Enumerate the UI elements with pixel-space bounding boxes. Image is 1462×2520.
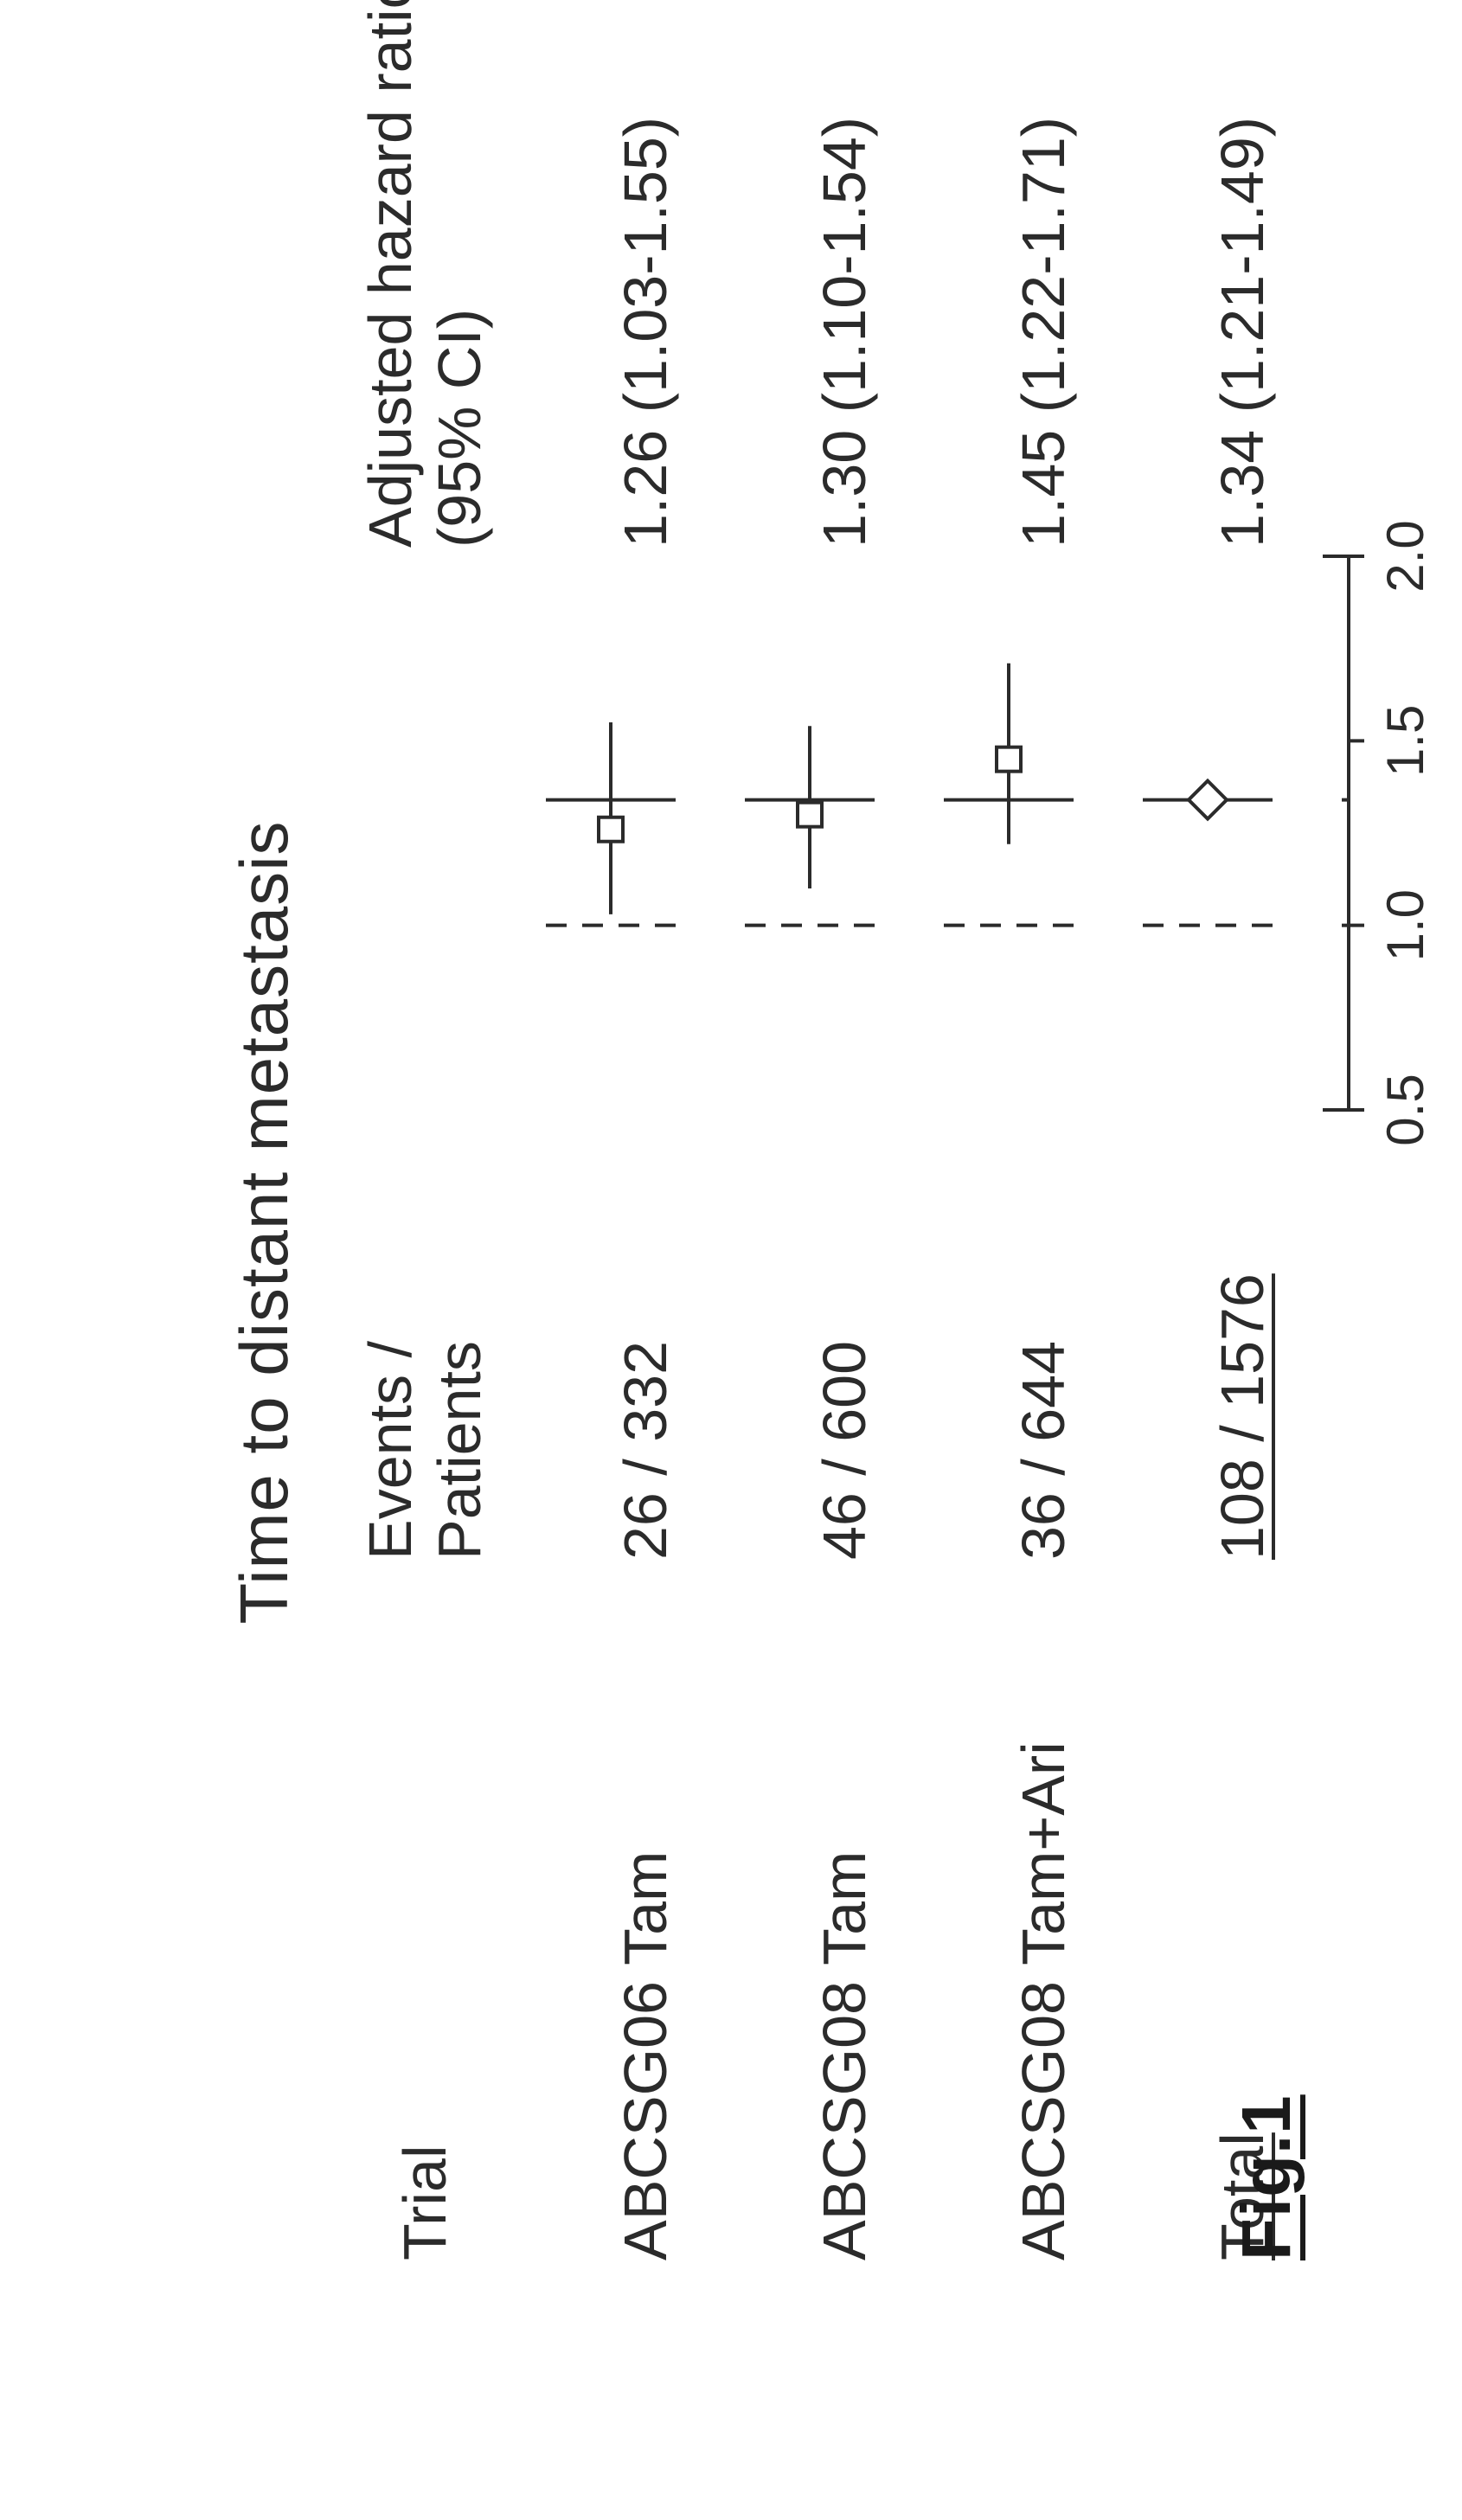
total-events: 108 / 1576 <box>1173 1110 1311 1568</box>
trial-hr: 1.26 (1.03-1.55) <box>576 0 715 556</box>
col-events-header: Events / Patients <box>356 1110 546 1568</box>
trial-hr: 1.45 (1.22-1.71) <box>974 0 1113 556</box>
figure-label: Fig.1 <box>1227 2094 1306 2260</box>
header-row: Trial Events / Patients Adjusted hazard … <box>356 184 546 2260</box>
forest-row-svg <box>745 556 875 1110</box>
forest-plot-figure: Time to distant metastasis Trial Events … <box>225 184 1462 2260</box>
page: Time to distant metastasis Trial Events … <box>0 0 1462 2520</box>
axis-tick-label: 1.0 <box>1376 889 1434 961</box>
point-square <box>599 818 623 842</box>
trial-events: 36 / 644 <box>974 1110 1113 1568</box>
data-rows: ABCSG06 Tam26 / 3321.26 (1.03-1.55)ABCSG… <box>546 184 1342 2260</box>
trial-events: 46 / 600 <box>775 1110 914 1568</box>
total-hr: 1.34 (1.21-1.49) <box>1173 0 1311 556</box>
point-square <box>798 803 822 827</box>
axis-tick-label: 0.5 <box>1376 1074 1434 1145</box>
trial-label: ABCSG06 Tam <box>576 1568 715 2260</box>
forest-row-svg <box>546 556 676 1110</box>
trial-row: ABCSG06 Tam26 / 3321.26 (1.03-1.55) <box>546 184 745 2260</box>
axis-tick-label: 2.0 <box>1376 520 1434 592</box>
point-square <box>997 747 1021 772</box>
forest-row-svg <box>944 556 1074 1110</box>
trial-label: ABCSG08 Tam+Ari <box>974 1568 1113 2260</box>
axis-row: 0.5 1.0 1.5 2.0 <box>1342 184 1462 2260</box>
trial-label: ABCSG08 Tam <box>775 1568 914 2260</box>
rotated-figure-container: Time to distant metastasis Trial Events … <box>0 0 1462 2520</box>
axis-svg: 0.51.01.52.0 <box>1342 556 1462 1110</box>
trial-row: ABCSG08 Tam+Ari36 / 6441.45 (1.22-1.71) <box>944 184 1143 2260</box>
plot-cell <box>1108 556 1376 1110</box>
col-trial-header: Trial <box>390 1568 511 2260</box>
col-hr-header: Adjusted hazard ratio (95% CI) <box>356 0 546 556</box>
forest-row-svg <box>1143 556 1273 1110</box>
trial-events: 26 / 332 <box>576 1110 715 1568</box>
axis-cell: 0.51.01.52.0 <box>1342 556 1462 1110</box>
trial-row: ABCSG08 Tam46 / 6001.30 (1.10-1.54) <box>745 184 944 2260</box>
plot-title: Time to distant metastasis <box>225 184 304 2260</box>
point-diamond <box>1189 781 1227 819</box>
total-row: Total108 / 15761.34 (1.21-1.49) <box>1143 184 1342 2260</box>
axis-tick-label: 1.5 <box>1376 705 1434 777</box>
trial-hr: 1.30 (1.10-1.54) <box>775 0 914 556</box>
